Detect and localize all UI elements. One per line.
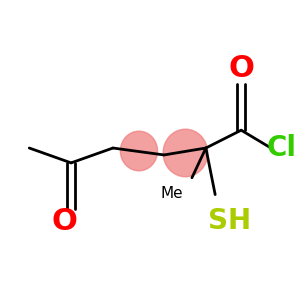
Text: O: O: [228, 54, 254, 83]
Circle shape: [120, 131, 158, 171]
Text: Me: Me: [160, 186, 183, 201]
Text: SH: SH: [208, 208, 251, 236]
Text: Cl: Cl: [266, 134, 296, 162]
Text: O: O: [52, 207, 77, 236]
Circle shape: [163, 129, 208, 177]
